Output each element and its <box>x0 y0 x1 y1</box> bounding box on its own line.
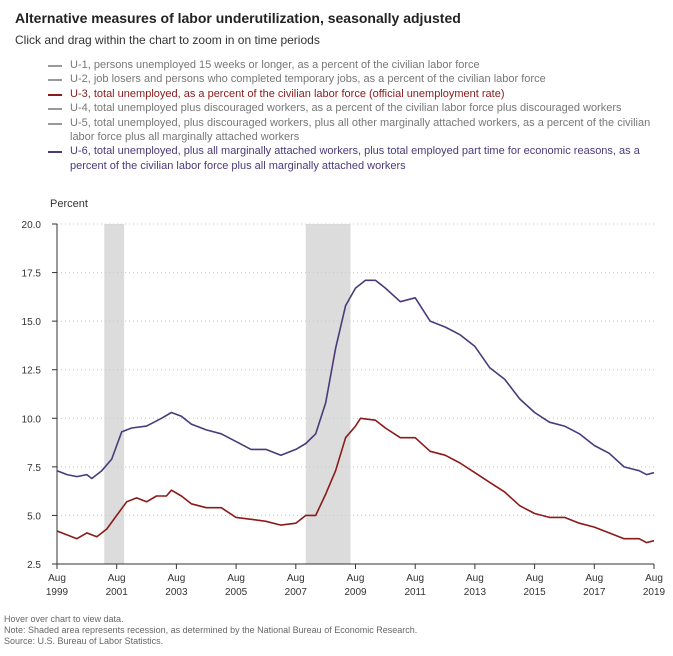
recession-note: Note: Shaded area represents recession, … <box>4 625 418 635</box>
legend-label-u2: U-2, job losers and persons who complete… <box>70 73 546 86</box>
legend-swatch-u4 <box>48 108 62 111</box>
series-u6-line <box>56 279 655 480</box>
x-tick-label-month: Aug <box>645 573 663 584</box>
x-tick-label-month: Aug <box>227 573 245 584</box>
recession-band <box>305 224 351 564</box>
x-tick-label-month: Aug <box>48 573 66 584</box>
x-tick-label-year: 2005 <box>225 587 248 598</box>
x-tick-label-month: Aug <box>466 573 484 584</box>
legend-label-u4: U-4, total unemployed plus discouraged w… <box>70 102 622 115</box>
legend-label-u3: U-3, total unemployed, as a percent of t… <box>70 87 505 100</box>
legend-item-u3[interactable]: U-3, total unemployed, as a percent of t… <box>48 87 658 101</box>
y-tick-label: 15.0 <box>22 317 42 328</box>
legend-item-u6[interactable]: U-6, total unemployed, plus all marginal… <box>48 144 658 173</box>
y-tick-label: 20.0 <box>22 220 42 231</box>
legend-swatch-u3 <box>48 93 62 96</box>
chart-title: Alternative measures of labor underutili… <box>15 10 461 26</box>
y-tick-label: 7.5 <box>27 463 41 474</box>
y-axis-label: Percent <box>50 198 88 210</box>
x-tick-label-year: 2017 <box>583 587 606 598</box>
legend-swatch-u5 <box>48 122 62 125</box>
x-tick-label-year: 2009 <box>344 587 367 598</box>
legend-label-u1: U-1, persons unemployed 15 weeks or long… <box>70 59 480 71</box>
x-tick-label-month: Aug <box>108 573 126 584</box>
legend: U-1, persons unemployed 15 weeks or long… <box>48 58 658 173</box>
chart-subtitle: Click and drag within the chart to zoom … <box>15 33 320 47</box>
x-tick-label-month: Aug <box>406 573 424 584</box>
legend-swatch-u2 <box>48 79 62 82</box>
legend-item-u1[interactable]: U-1, persons unemployed 15 weeks or long… <box>48 58 658 72</box>
x-tick-label-year: 2015 <box>523 587 546 598</box>
x-tick-label-month: Aug <box>526 573 544 584</box>
source-note: Source: U.S. Bureau of Labor Statistics. <box>4 636 164 646</box>
x-tick-label-year: 2001 <box>106 587 129 598</box>
hover-hint: Hover over chart to view data. <box>4 614 124 624</box>
series-u3-line <box>56 417 655 544</box>
legend-label-u6: U-6, total unemployed, plus all marginal… <box>70 145 640 172</box>
chart-area[interactable]: 20.0 17.5 15.0 12.5 10.0 7.5 5.0 2.5 Aug 1999 Aug 2… <box>0 0 673 612</box>
x-tick-label-year: 2013 <box>464 587 487 598</box>
x-tick-label-year: 1999 <box>46 587 69 598</box>
y-tick-label: 5.0 <box>27 511 41 522</box>
x-tick-label-year: 2011 <box>404 587 426 598</box>
recession-band <box>104 224 125 564</box>
x-tick-label-year: 2003 <box>165 587 188 598</box>
chart-footer: Hover over chart to view data. Note: Sha… <box>4 614 417 647</box>
y-tick-label: 10.0 <box>22 414 42 425</box>
x-tick-label-year: 2019 <box>643 587 666 598</box>
legend-swatch-u6 <box>48 151 62 154</box>
y-tick-label: 12.5 <box>22 366 42 377</box>
x-tick-label-month: Aug <box>168 573 186 584</box>
legend-label-u5: U-5, total unemployed, plus discouraged … <box>70 116 651 144</box>
x-tick-label-month: Aug <box>347 573 365 584</box>
legend-item-u5[interactable]: U-5, total unemployed, plus discouraged … <box>48 116 658 145</box>
x-tick-label-month: Aug <box>287 573 305 584</box>
legend-swatch-u1 <box>48 65 62 67</box>
y-tick-label: 2.5 <box>27 560 41 571</box>
x-tick-label-year: 2007 <box>285 587 308 598</box>
y-tick-label: 17.5 <box>22 269 42 280</box>
legend-item-u4[interactable]: U-4, total unemployed plus discouraged w… <box>48 101 658 115</box>
legend-item-u2[interactable]: U-2, job losers and persons who complete… <box>48 72 658 86</box>
x-tick-label-month: Aug <box>585 573 603 584</box>
